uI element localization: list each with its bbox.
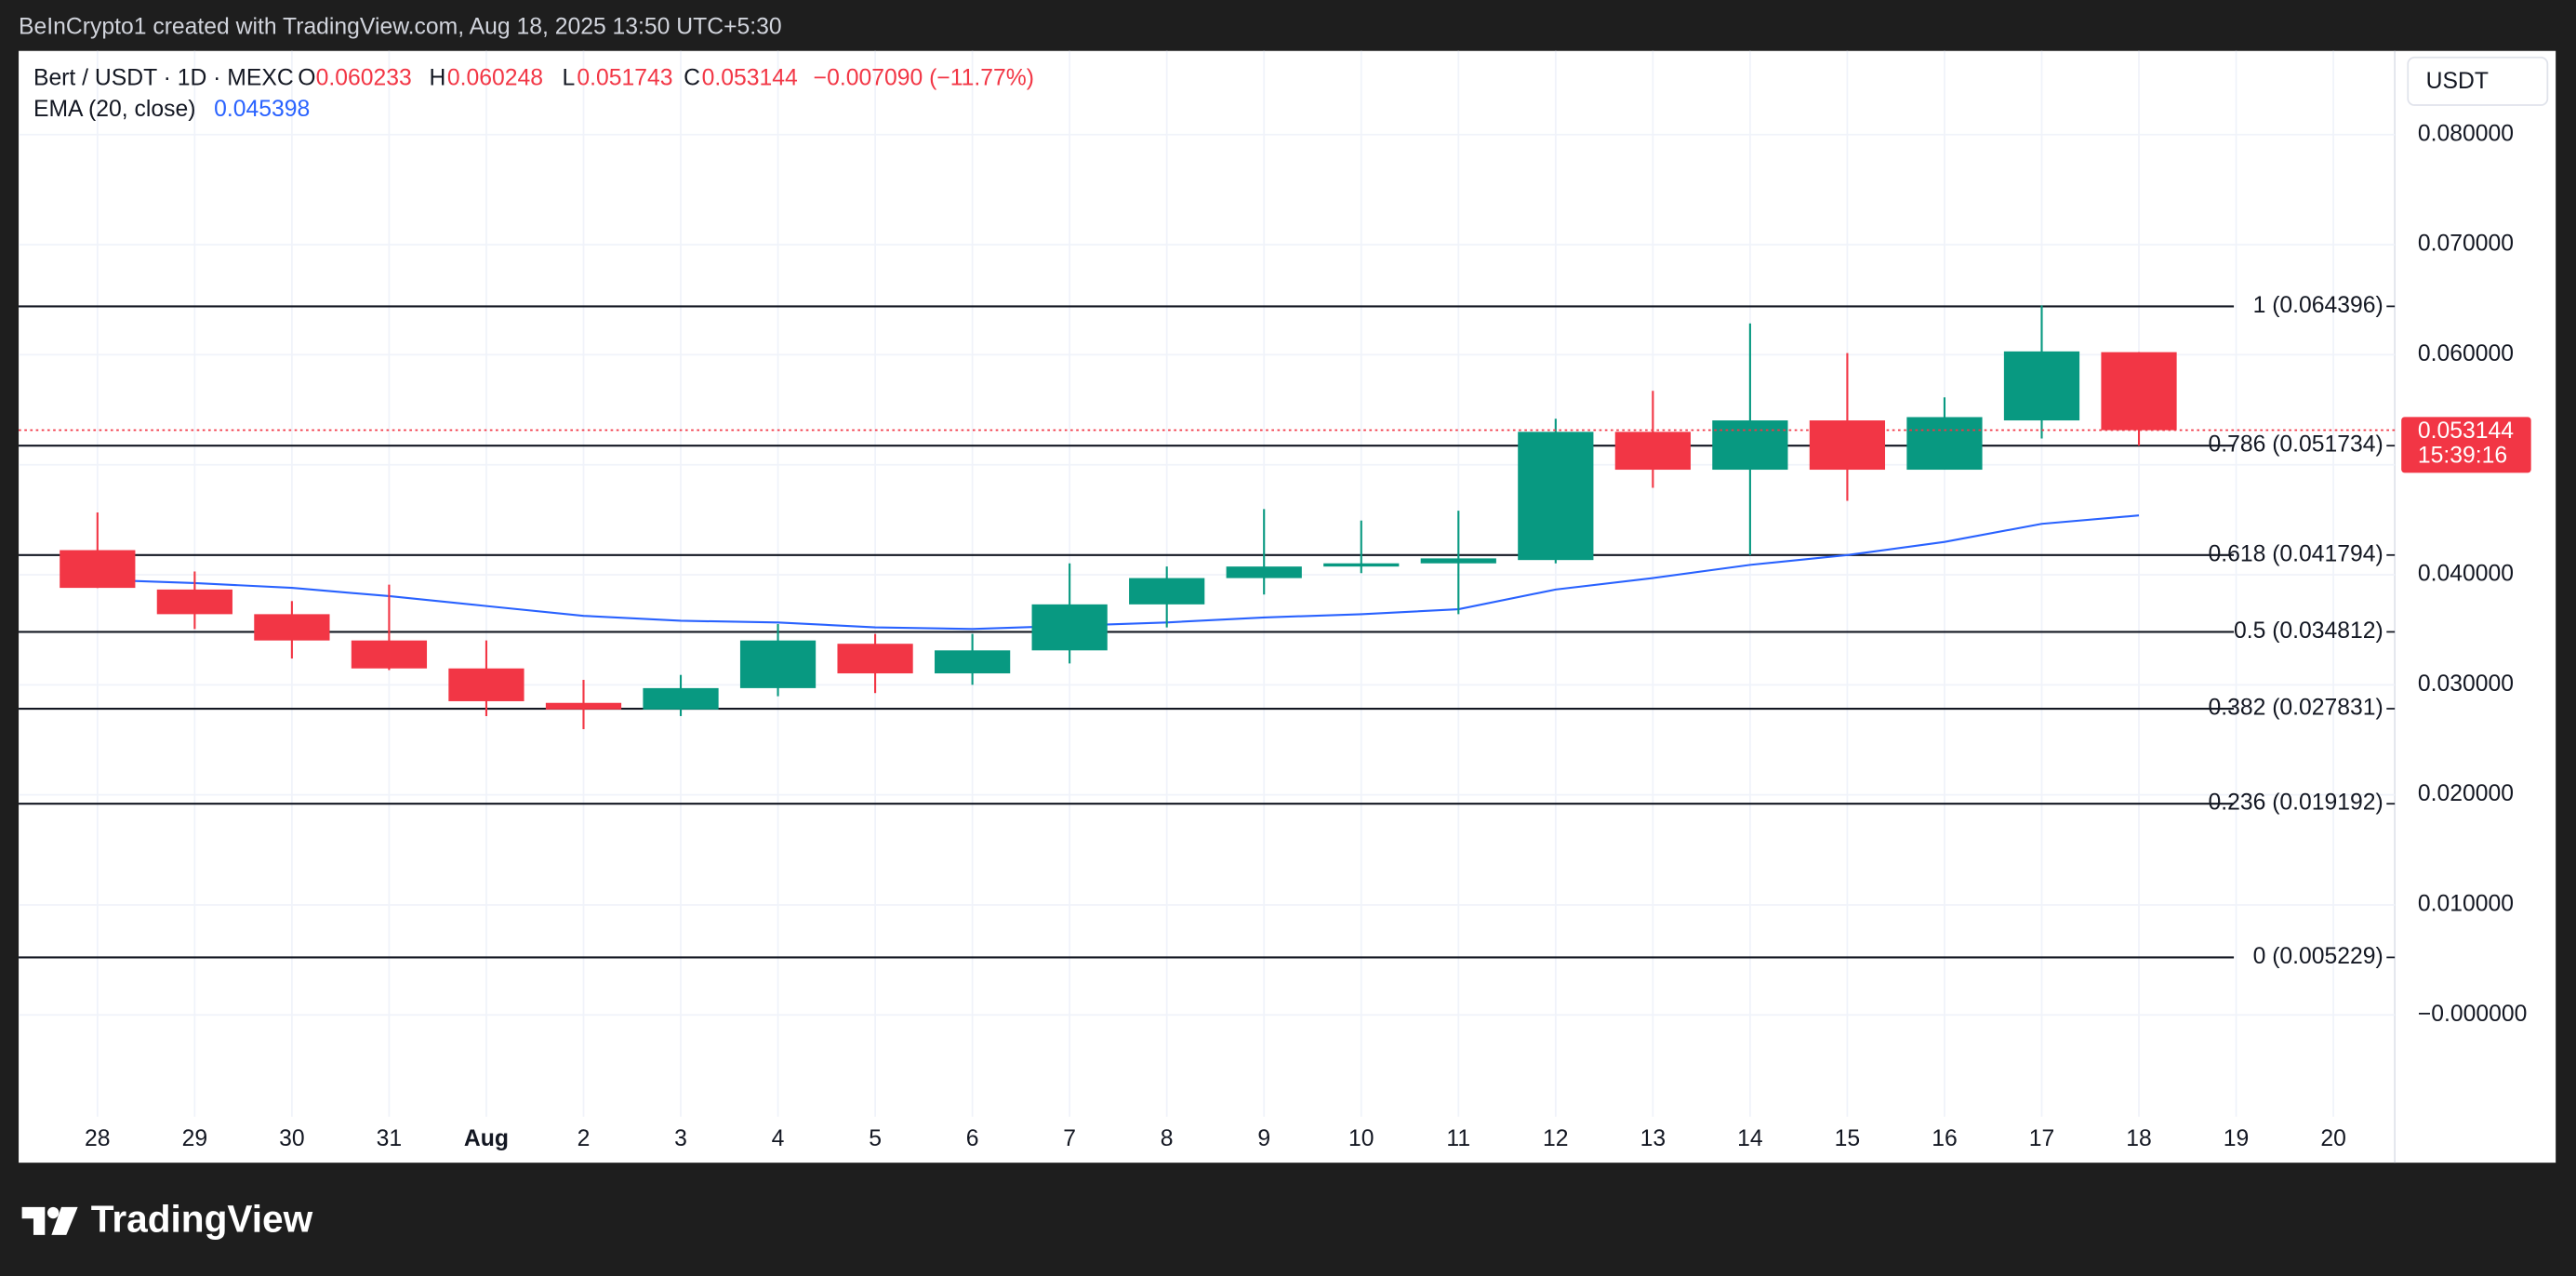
- y-tick-label: 0.080000: [2418, 121, 2514, 146]
- candle-body: [1323, 563, 1400, 567]
- change: −0.007090 (−11.77%): [814, 65, 1034, 90]
- x-tick-label: 4: [772, 1126, 785, 1151]
- plot: 1 (0.064396) 0.786 (0.051734) 0.618 (0.041…: [19, 293, 2396, 969]
- x-tick-label: 3: [674, 1126, 687, 1151]
- currency-button[interactable]: [2407, 56, 2549, 106]
- x-tick-label: 19: [2224, 1126, 2250, 1151]
- x-tick-label: 20: [2320, 1126, 2346, 1151]
- symbol: Bert / USDT · 1D · MEXC: [33, 65, 294, 90]
- fib-label: 0.236 (0.019192): [2208, 791, 2383, 816]
- countdown: 15:39:16: [2418, 443, 2507, 468]
- fib-label: 0.382 (0.027831): [2208, 696, 2383, 721]
- last-price-box: [2401, 417, 2531, 473]
- fib-label: 0.786 (0.051734): [2208, 432, 2383, 458]
- x-tick-label: 29: [182, 1126, 208, 1151]
- low-value: 0.051743: [577, 65, 672, 90]
- candle-body: [448, 668, 524, 701]
- x-tick-label: 18: [2126, 1126, 2152, 1151]
- fib-label: 0.5 (0.034812): [2234, 618, 2383, 644]
- close-value: 0.053144: [702, 65, 798, 90]
- y-tick-label: 0.060000: [2418, 341, 2514, 366]
- candle-body: [545, 702, 622, 710]
- logo-mark: [21, 1206, 46, 1235]
- x-tick-label: 2: [578, 1126, 591, 1151]
- last-price-label: 0.053144: [2418, 419, 2514, 444]
- high-key: H: [430, 65, 446, 90]
- candle-body: [837, 644, 913, 674]
- logo-slash: [51, 1206, 78, 1235]
- x-tick-label: Aug: [464, 1126, 509, 1151]
- y-tick-label: 0.040000: [2418, 562, 2514, 587]
- candle-body: [1420, 558, 1496, 564]
- candle-body: [1809, 420, 1886, 471]
- logo-dot: [46, 1206, 60, 1219]
- x-tick-label: 5: [869, 1126, 882, 1151]
- credit: BeInCrypto1 created with TradingView.com…: [19, 15, 782, 40]
- candle-body: [739, 640, 817, 688]
- candle-body: [60, 550, 136, 589]
- y-tick-label: 0.070000: [2418, 232, 2514, 257]
- x-tick-label: 13: [1640, 1126, 1666, 1151]
- candle-body: [156, 589, 232, 615]
- x-tick-label: 11: [1446, 1126, 1470, 1151]
- currency[interactable]: USDT: [2426, 69, 2489, 94]
- y-tick-label: 0.030000: [2418, 671, 2514, 697]
- fib-label: 0.618 (0.041794): [2208, 541, 2383, 566]
- chart-panel: [19, 50, 2556, 1163]
- brand: TradingView: [91, 1197, 313, 1240]
- close-key: C: [684, 65, 700, 90]
- candle-body: [351, 640, 428, 669]
- x-tick-label: 7: [1063, 1126, 1076, 1151]
- candle-body: [935, 650, 1011, 674]
- x-tick-label: 14: [1737, 1126, 1763, 1151]
- candle-body: [1031, 604, 1108, 651]
- y-tick-label: 0.020000: [2418, 781, 2514, 806]
- candle-body: [254, 614, 330, 641]
- logo: [21, 1206, 78, 1235]
- x-tick-label: 12: [1543, 1126, 1569, 1151]
- y-tick-label: −0.000000: [2418, 1002, 2528, 1027]
- candle-body: [1518, 432, 1594, 561]
- x-tick-label: 31: [377, 1126, 403, 1151]
- low-key: L: [563, 65, 576, 90]
- x-tick-label: 17: [2029, 1126, 2055, 1151]
- candle-body: [1129, 578, 1205, 605]
- fib-label: 1 (0.064396): [2253, 293, 2383, 318]
- candle-body: [2101, 352, 2177, 431]
- candle-body: [1614, 432, 1691, 471]
- x-tick-label: 9: [1257, 1126, 1270, 1151]
- x-tick-label: 10: [1348, 1126, 1374, 1151]
- open-key: O: [298, 65, 315, 90]
- fib-label: 0 (0.005229): [2253, 944, 2383, 969]
- x-tick-label: 6: [966, 1126, 979, 1151]
- y-tick-label: 0.010000: [2418, 891, 2514, 916]
- ema-line: [97, 514, 2140, 631]
- x-tick-label: 30: [279, 1126, 305, 1151]
- candle-body: [1226, 566, 1302, 578]
- ema-value: 0.045398: [214, 97, 310, 122]
- ema-name: EMA (20, close): [33, 97, 195, 122]
- candle-body: [2003, 351, 2080, 421]
- candle-body: [1712, 420, 1788, 471]
- x-tick-label: 28: [85, 1126, 110, 1151]
- high-value: 0.060248: [447, 65, 543, 90]
- axes: 0.0800000.0700000.0600000.0500000.040000…: [85, 121, 2531, 1151]
- candle-body: [1906, 417, 1983, 471]
- x-tick-label: 16: [1932, 1126, 1958, 1151]
- candle-body: [643, 687, 719, 710]
- x-tick-label: 15: [1835, 1126, 1861, 1151]
- open-value: 0.060233: [316, 65, 412, 90]
- x-tick-label: 8: [1161, 1126, 1174, 1151]
